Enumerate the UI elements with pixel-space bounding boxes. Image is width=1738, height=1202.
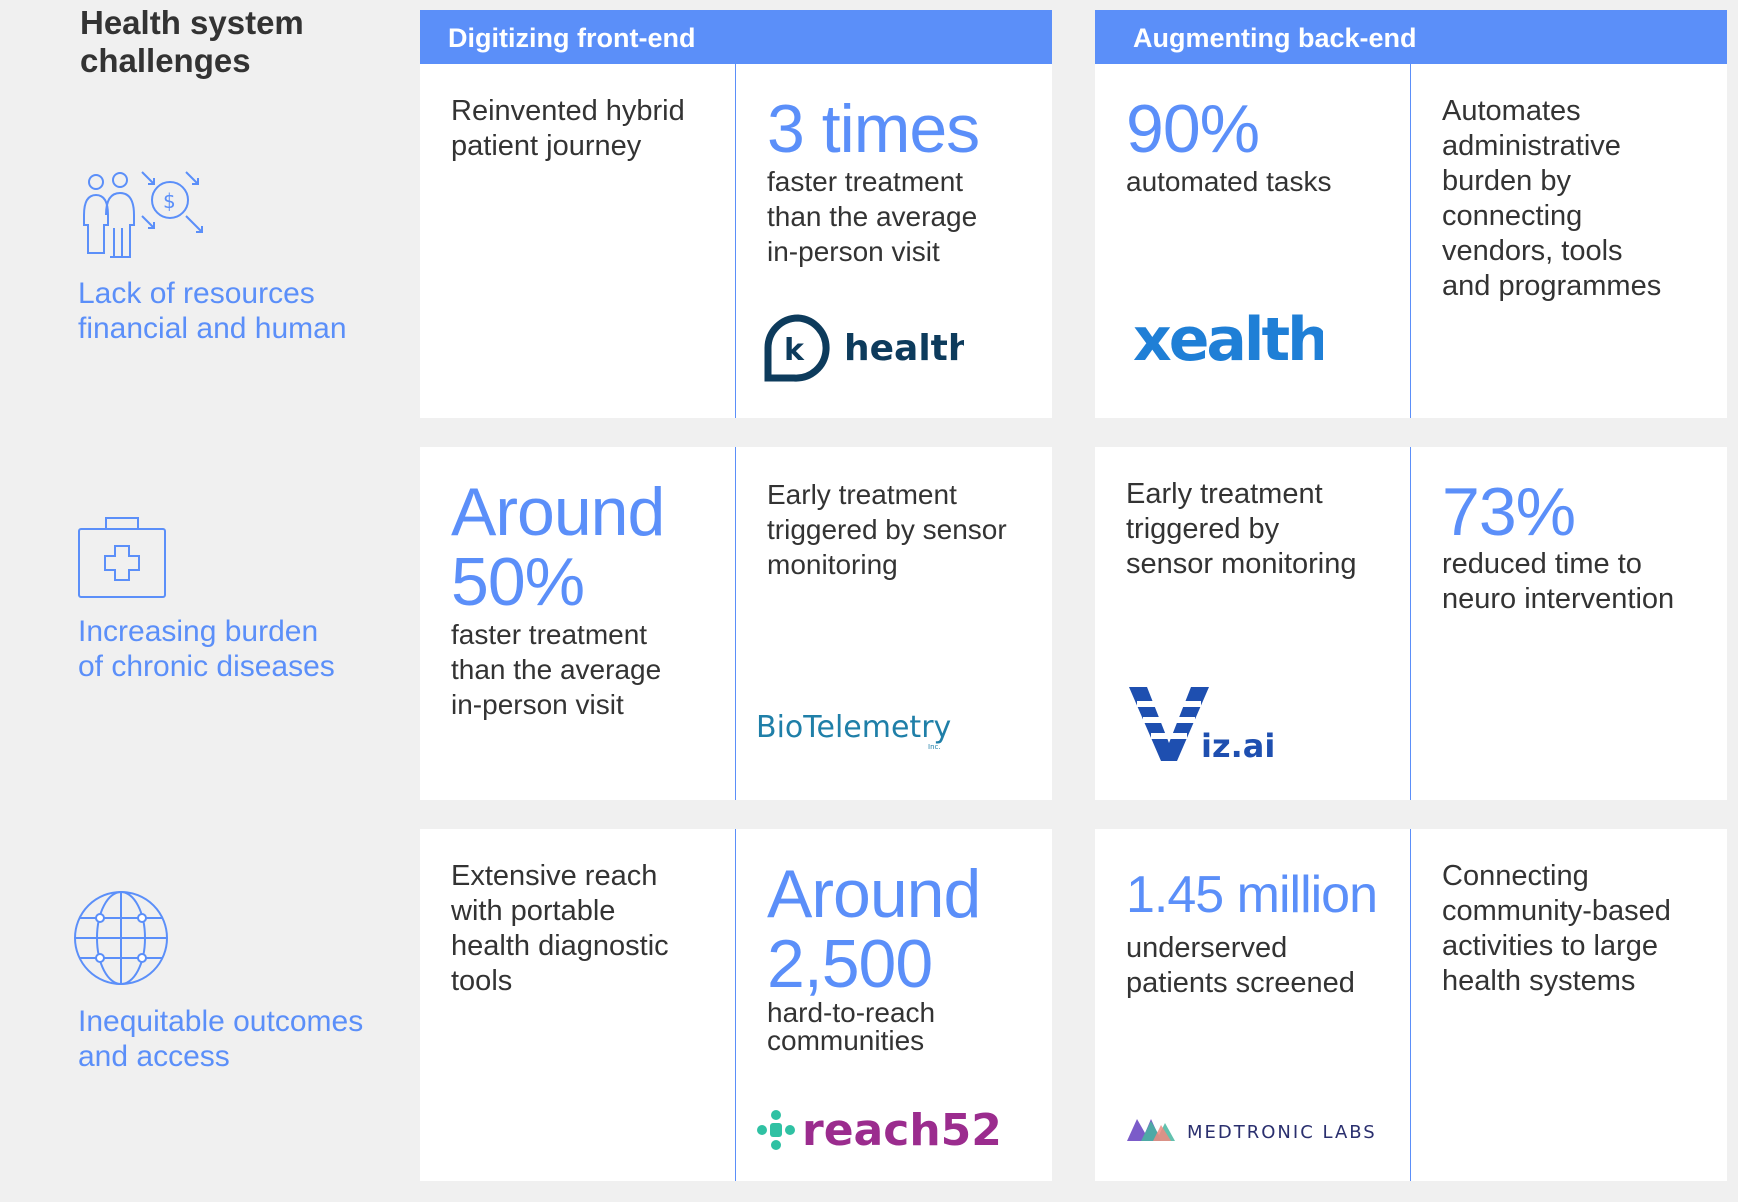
stat-value: 3 times [767, 91, 980, 167]
header-front-end: Digitizing front-end [420, 10, 1052, 64]
row2-back-stat: 73% reduced time to neuro intervention [1410, 447, 1727, 800]
challenge-inequitable: Inequitable outcomes and access [74, 890, 408, 1080]
desc-line: Automates [1442, 95, 1581, 127]
challenge-chronic: Increasing burden of chronic diseases [78, 516, 408, 696]
challenge-label-line1: Inequitable outcomes [78, 1005, 364, 1038]
desc-line: and programmes [1442, 270, 1662, 302]
vizai-logo: iz.ai [1129, 683, 1289, 768]
desc-line: burden by [1442, 165, 1571, 197]
xealth-logo: xealth [1133, 304, 1330, 379]
header-back-end: Augmenting back-end [1095, 10, 1727, 64]
stat-text: faster treatment [451, 619, 648, 650]
stat-text: patients screened [1126, 967, 1355, 999]
medtronic-labs-text: MEDTRONIC LABS [1187, 1122, 1377, 1143]
desc-line: administrative [1442, 130, 1621, 162]
reach52-logo: reach52 [756, 1101, 1006, 1166]
stat-text: reduced time to [1442, 548, 1642, 580]
stat-text: in-person visit [451, 689, 624, 720]
row2-front-description: Early treatment triggered by sensor moni… [735, 447, 1052, 800]
desc-line: sensor monitoring [1126, 548, 1357, 580]
desc-line: health systems [1442, 965, 1636, 997]
desc-line: Connecting [1442, 860, 1589, 892]
globe-icon [73, 890, 173, 995]
stat-text: than the average [767, 201, 978, 232]
khealth-text: health [844, 328, 964, 369]
svg-text:$: $ [163, 189, 176, 213]
challenge-label-line2: and access [78, 1040, 230, 1073]
stat-text: in-person visit [767, 236, 940, 267]
stat-value: 2,500 [767, 926, 933, 1002]
challenge-label-line2: of chronic diseases [78, 650, 335, 683]
desc-line: vendors, tools [1442, 235, 1623, 267]
stat-text: automated tasks [1126, 166, 1332, 197]
desc-line: health diagnostic [451, 930, 669, 962]
vizai-text: iz.ai [1201, 727, 1275, 763]
desc-line: Reinvented hybrid [451, 95, 685, 127]
desc-line: connecting [1442, 200, 1583, 232]
row3-back-description: Connecting community-based activities to… [1410, 829, 1727, 1181]
row1-front-description: Reinvented hybrid patient journey [420, 64, 736, 418]
row3-back-stat: 1.45 million underserved patients screen… [1095, 829, 1411, 1181]
row3-front-description: Extensive reach with portable health dia… [420, 829, 736, 1181]
desc-line: triggered by [1126, 513, 1280, 545]
desc-line: Early treatment [1126, 478, 1323, 510]
biotelemetry-sub: Inc. [928, 743, 941, 751]
desc-line: tools [451, 965, 513, 997]
medtronic-labs-logo: MEDTRONIC LABS [1127, 1111, 1397, 1150]
medical-kit-icon [78, 516, 170, 607]
khealth-logo: k health [764, 314, 974, 389]
khealth-mark: k [784, 333, 805, 368]
row1-back-description: Automates administrative burden by conne… [1410, 64, 1727, 418]
stat-value: 50% [451, 544, 585, 620]
stat-text: than the average [451, 654, 662, 685]
desc-line: Extensive reach [451, 860, 658, 892]
desc-line: Early treatment [767, 479, 957, 510]
reach52-text: reach52 [802, 1105, 1002, 1156]
stat-value: Around [451, 474, 665, 550]
desc-line: triggered by sensor [767, 514, 1007, 545]
row2-back-description: Early treatment triggered by sensor moni… [1095, 447, 1411, 800]
stat-value: 73% [1442, 474, 1576, 550]
stat-text: communities [767, 1025, 925, 1056]
row1-back-stat: 90% automated tasks xealth [1095, 64, 1411, 418]
stat-value: 90% [1126, 91, 1260, 167]
stat-text: underserved [1126, 932, 1288, 964]
stat-value: 1.45 million [1126, 866, 1378, 924]
desc-line: community-based [1442, 895, 1671, 927]
biotelemetry-logo: BioTelemetry Inc. [756, 707, 976, 762]
stat-text: hard-to-reach [767, 997, 936, 1028]
stat-text: neuro intervention [1442, 583, 1675, 615]
stat-value: Around [767, 856, 981, 932]
row3-front-stat: Around 2,500 hard-to-reach communities r… [735, 829, 1052, 1181]
stat-text: faster treatment [767, 166, 964, 197]
row2-front-stat: Around 50% faster treatment than the ave… [420, 447, 736, 800]
desc-line: activities to large [1442, 930, 1658, 962]
challenge-label-line1: Increasing burden [78, 615, 319, 648]
challenge-label-line1: Lack of resources [78, 277, 315, 310]
challenge-label-line2: financial and human [78, 312, 347, 345]
challenge-resources: $ Lack of resources financial and human [78, 170, 408, 350]
desc-line: patient journey [451, 130, 642, 162]
biotelemetry-text: BioTelemetry [756, 710, 951, 745]
page-title: Health system challenges [80, 4, 304, 79]
row1-front-stat: 3 times faster treatment than the averag… [735, 64, 1052, 418]
desc-line: with portable [451, 895, 616, 927]
desc-line: monitoring [767, 549, 898, 580]
people-dollar-icon: $ [78, 170, 208, 265]
xealth-text: xealth [1133, 305, 1323, 374]
